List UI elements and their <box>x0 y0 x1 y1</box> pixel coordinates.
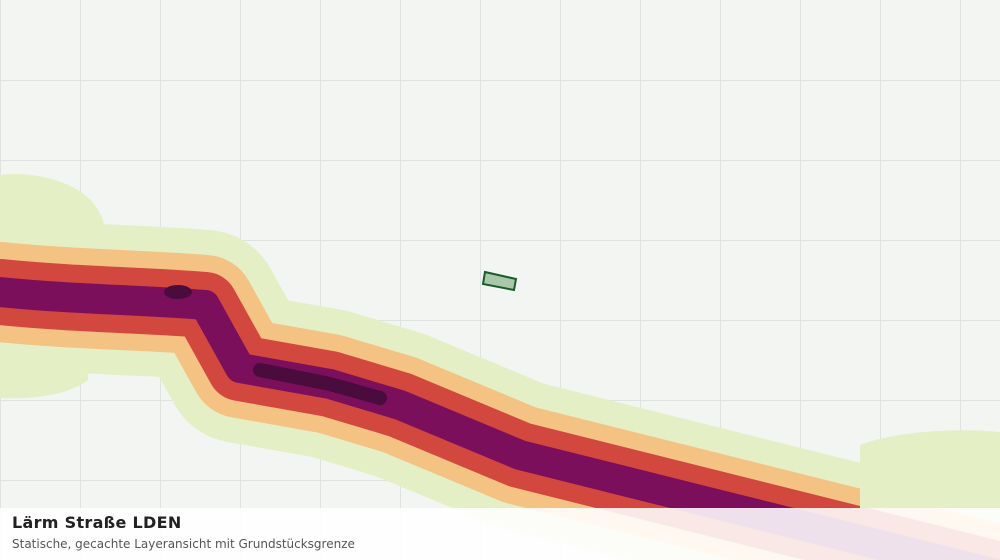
layer-title: Lärm Straße LDEN <box>12 513 182 532</box>
noise-zone-low <box>0 174 105 240</box>
info-panel: Lärm Straße LDEN Statische, gecachte Lay… <box>0 508 1000 560</box>
parcel-boundary <box>481 270 518 292</box>
noise-zone-low <box>0 345 89 399</box>
noise-zone-extreme <box>164 285 192 299</box>
layer-subtitle: Statische, gecachte Layeransicht mit Gru… <box>12 537 355 551</box>
noise-zone-low <box>860 430 1000 508</box>
noise-layer <box>0 217 1000 560</box>
noise-zone-extreme <box>253 363 387 405</box>
